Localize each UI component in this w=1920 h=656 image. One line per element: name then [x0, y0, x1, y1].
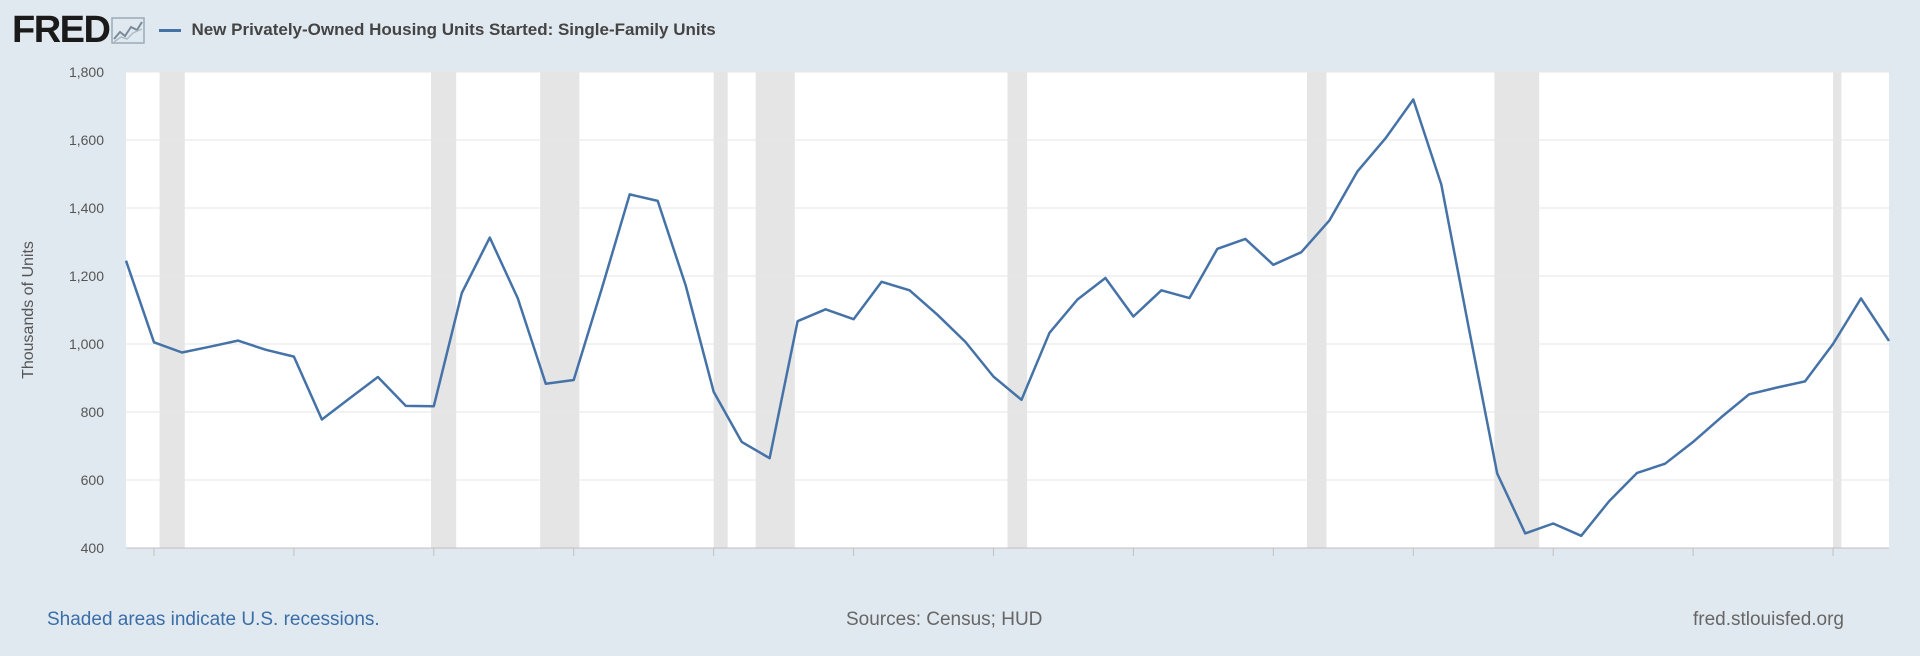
y-axis-ticks: 400 600 800 1,000 1,200 1,400 1,600 1,800 [69, 64, 104, 556]
legend-label[interactable]: New Privately-Owned Housing Units Starte… [191, 20, 716, 39]
recession-band [1306, 72, 1327, 548]
fred-logo-chart-icon [111, 17, 146, 44]
chart-header: FRED New Privately-Owned Housing Units S… [12, 8, 716, 52]
y-tick-label: 1,400 [69, 200, 104, 216]
series-line[interactable] [124, 98, 1891, 538]
y-tick-label: 600 [81, 472, 105, 488]
y-tick-label: 1,800 [69, 64, 104, 80]
recession-bands [159, 72, 1842, 548]
legend-swatch [159, 28, 182, 32]
recession-band [540, 72, 580, 548]
fred-logo-text: FRED [12, 9, 111, 51]
recession-band [1007, 72, 1028, 548]
recession-band [713, 72, 728, 548]
x-axis-ticks: 1960196519701975198019851990199520002005… [153, 548, 1834, 556]
recession-band [431, 72, 457, 548]
recession-band [1494, 72, 1540, 548]
y-axis-title: Thousands of Units [20, 241, 37, 379]
recession-band [1833, 72, 1842, 548]
recession-note: Shaded areas indicate U.S. recessions. [47, 609, 380, 630]
line-chart: 400 600 800 1,000 1,200 1,400 1,600 1,800 19601… [20, 64, 1891, 556]
y-tick-label: 1,000 [69, 336, 104, 352]
recession-band [755, 72, 795, 548]
sources-note: Sources: Census; HUD [846, 609, 1043, 630]
y-tick-label: 800 [81, 404, 105, 420]
y-tick-label: 1,200 [69, 268, 104, 284]
y-tick-label: 400 [81, 540, 105, 556]
legend: New Privately-Owned Housing Units Starte… [159, 20, 716, 40]
fred-logo[interactable]: FRED [12, 9, 146, 51]
y-tick-label: 1,600 [69, 132, 104, 148]
recession-band [159, 72, 185, 548]
site-link[interactable]: fred.stlouisfed.org [1692, 609, 1844, 630]
